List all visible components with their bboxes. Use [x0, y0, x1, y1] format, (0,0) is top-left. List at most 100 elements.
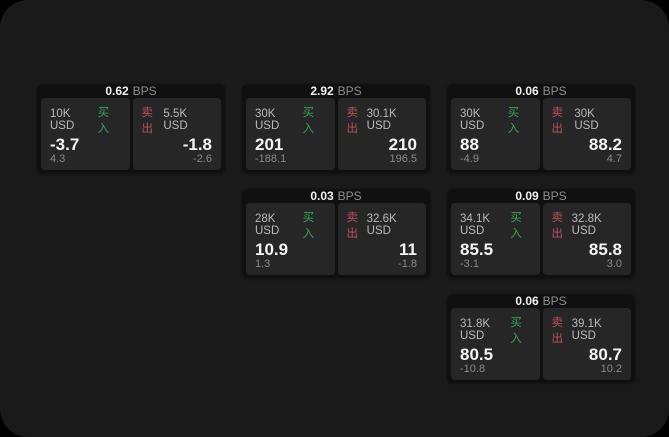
sell-side-label: 卖出 — [346, 107, 359, 135]
buy-sub-value: -4.9 — [460, 153, 479, 165]
quote-card: 0.06 BPS 30K USD 买入 88 -4.9 卖出 — [447, 84, 635, 173]
sell-panel-top: 卖出 30.1K USD — [347, 104, 418, 136]
sell-price: 80.7 — [588, 345, 622, 364]
buy-panel[interactable]: 10K USD 买入 -3.7 4.3 — [41, 98, 130, 170]
buy-sub-value: 4.3 — [50, 153, 66, 165]
sell-price: 210 — [388, 135, 417, 154]
quote-panels: 31.8K USD 买入 80.5 -10.8 卖出 39.1K USD 80.… — [447, 308, 635, 384]
buy-price: 80.5 — [460, 345, 494, 364]
spread-unit: BPS — [542, 84, 567, 98]
buy-side-label: 买入 — [302, 107, 315, 135]
buy-amount: 30K USD — [460, 108, 485, 132]
sell-panel[interactable]: 卖出 32.6K USD 11 -1.8 — [337, 203, 426, 275]
sell-panel-top: 卖出 32.6K USD — [347, 209, 418, 241]
sell-sub-value: -2.6 — [193, 153, 212, 165]
sell-sub-value: 3.0 — [606, 258, 622, 270]
sell-panel[interactable]: 卖出 30K USD 88.2 4.7 — [542, 98, 631, 170]
sell-sub-value: 4.7 — [606, 153, 622, 165]
sell-side-label: 卖出 — [346, 212, 359, 240]
quote-panels: 30K USD 买入 88 -4.9 卖出 30K USD 88.2 4.7 — [447, 98, 635, 174]
sell-price: 88.2 — [588, 135, 622, 154]
spread-header: 0.03 BPS — [242, 189, 430, 203]
quote-card: 2.92 BPS 30K USD 买入 201 -188.1 卖出 — [242, 84, 430, 173]
sell-sub-value: 196.5 — [389, 153, 417, 165]
buy-price: 10.9 — [255, 240, 289, 259]
buy-amount: 28K USD — [255, 213, 280, 237]
spread-value: 2.92 — [310, 84, 334, 98]
spread-value: 0.03 — [310, 189, 334, 203]
sell-side-label: 卖出 — [141, 107, 154, 135]
buy-panel-top: 10K USD 买入 — [50, 104, 121, 136]
sell-price: 11 — [399, 240, 417, 259]
sell-amount: 32.6K USD — [366, 213, 397, 237]
quotes-grid: 0.62 BPS 10K USD 买入 -3.7 4.3 卖出 — [37, 84, 635, 383]
buy-amount: 31.8K USD — [460, 318, 491, 342]
buy-price: -3.7 — [50, 135, 80, 154]
spread-header: 0.06 BPS — [447, 294, 635, 308]
spread-header: 0.06 BPS — [447, 84, 635, 98]
buy-panel[interactable]: 31.8K USD 买入 80.5 -10.8 — [451, 308, 540, 380]
spread-header: 0.09 BPS — [447, 189, 635, 203]
quote-panels: 34.1K USD 买入 85.5 -3.1 卖出 32.8K USD 85.8… — [447, 203, 635, 279]
sell-amount: 5.5K USD — [163, 108, 188, 132]
buy-panel-top: 30K USD 买入 — [255, 104, 326, 136]
buy-amount: 30K USD — [255, 108, 280, 132]
spread-value: 0.09 — [515, 189, 539, 203]
sell-amount: 30.1K USD — [366, 108, 397, 132]
buy-sub-value: -10.8 — [460, 363, 486, 375]
sell-amount: 39.1K USD — [571, 318, 602, 342]
buy-side-label: 买入 — [302, 212, 315, 240]
sell-side-label: 卖出 — [551, 107, 564, 135]
sell-panel-top: 卖出 39.1K USD — [552, 314, 623, 346]
sell-sub-value: 10.2 — [600, 363, 622, 375]
quote-panels: 10K USD 买入 -3.7 4.3 卖出 5.5K USD -1.8 -2.… — [37, 98, 225, 174]
quote-card: 0.03 BPS 28K USD 买入 10.9 1.3 卖出 — [242, 189, 430, 278]
spread-unit: BPS — [542, 189, 567, 203]
buy-sub-value: -188.1 — [255, 153, 287, 165]
spread-unit: BPS — [542, 294, 567, 308]
buy-amount: 10K USD — [50, 108, 75, 132]
spread-unit: BPS — [337, 84, 362, 98]
sell-panel[interactable]: 卖出 39.1K USD 80.7 10.2 — [542, 308, 631, 380]
sell-side-label: 卖出 — [551, 317, 564, 345]
sell-side-label: 卖出 — [551, 212, 564, 240]
buy-panel[interactable]: 30K USD 买入 201 -188.1 — [246, 98, 335, 170]
buy-side-label: 买入 — [97, 107, 110, 135]
sell-panel-top: 卖出 32.8K USD — [552, 209, 623, 241]
sell-sub-value: -1.8 — [398, 258, 417, 270]
buy-panel-top: 31.8K USD 买入 — [460, 314, 531, 346]
buy-panel-top: 30K USD 买入 — [460, 104, 531, 136]
buy-price: 88 — [460, 135, 479, 154]
sell-price: 85.8 — [588, 240, 622, 259]
sell-amount: 30K USD — [574, 108, 599, 132]
sell-panel[interactable]: 卖出 32.8K USD 85.8 3.0 — [542, 203, 631, 275]
quote-panels: 28K USD 买入 10.9 1.3 卖出 32.6K USD 11 -1.8 — [242, 203, 430, 279]
buy-panel[interactable]: 30K USD 买入 88 -4.9 — [451, 98, 540, 170]
buy-price: 201 — [255, 135, 284, 154]
spread-value: 0.06 — [515, 294, 539, 308]
spread-unit: BPS — [132, 84, 157, 98]
sell-amount: 32.8K USD — [571, 213, 602, 237]
buy-price: 85.5 — [460, 240, 494, 259]
buy-sub-value: 1.3 — [255, 258, 271, 270]
sell-panel-top: 卖出 30K USD — [552, 104, 623, 136]
spread-header: 0.62 BPS — [37, 84, 225, 98]
spread-unit: BPS — [337, 189, 362, 203]
buy-amount: 34.1K USD — [460, 213, 491, 237]
buy-panel[interactable]: 28K USD 买入 10.9 1.3 — [246, 203, 335, 275]
quote-card: 0.62 BPS 10K USD 买入 -3.7 4.3 卖出 — [37, 84, 225, 173]
quote-panels: 30K USD 买入 201 -188.1 卖出 30.1K USD 210 1… — [242, 98, 430, 174]
spread-header: 2.92 BPS — [242, 84, 430, 98]
buy-panel[interactable]: 34.1K USD 买入 85.5 -3.1 — [451, 203, 540, 275]
quote-card: 0.09 BPS 34.1K USD 买入 85.5 -3.1 卖出 — [447, 189, 635, 278]
buy-sub-value: -3.1 — [460, 258, 479, 270]
buy-panel-top: 28K USD 买入 — [255, 209, 326, 241]
sell-panel[interactable]: 卖出 5.5K USD -1.8 -2.6 — [132, 98, 221, 170]
spread-value: 0.62 — [105, 84, 129, 98]
buy-side-label: 买入 — [507, 107, 520, 135]
buy-panel-top: 34.1K USD 买入 — [460, 209, 531, 241]
sell-panel[interactable]: 卖出 30.1K USD 210 196.5 — [337, 98, 426, 170]
sell-price: -1.8 — [182, 135, 212, 154]
